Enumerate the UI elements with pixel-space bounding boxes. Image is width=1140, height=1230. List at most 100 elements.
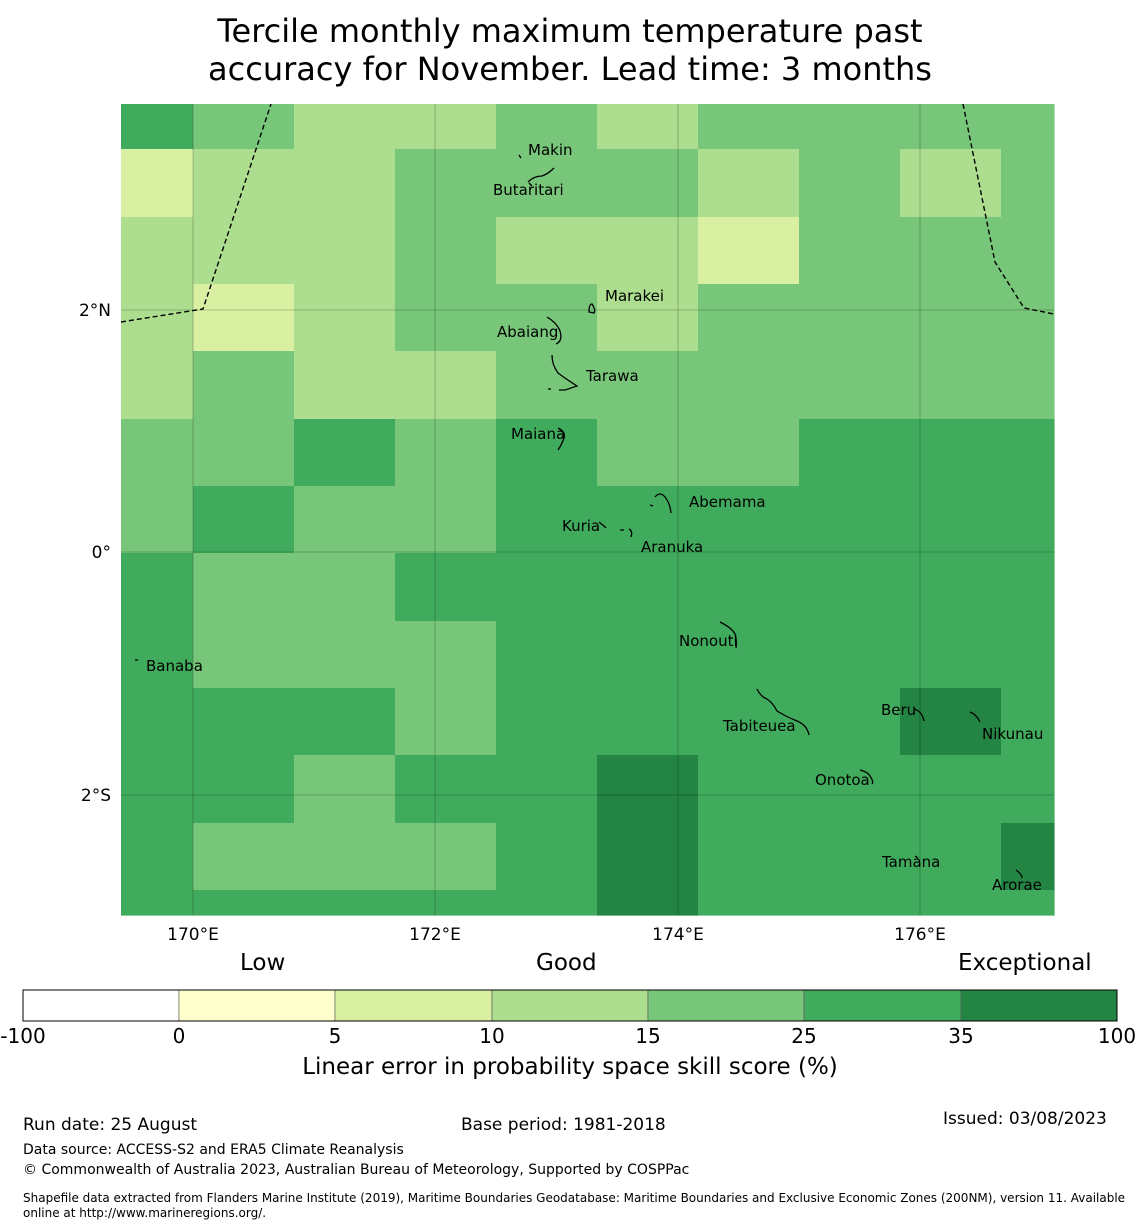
- island-shape-nikunau: [969, 711, 981, 723]
- grid-cell: [799, 419, 901, 487]
- eez-boundaries: [120, 103, 1055, 323]
- grid-cell: [496, 553, 598, 622]
- lat-label-equator: 0°: [92, 543, 111, 563]
- grid-cell: [395, 419, 497, 487]
- island-label-banaba: Banaba: [146, 657, 203, 675]
- grid-cell: [597, 688, 699, 756]
- grid-cell: [799, 553, 901, 622]
- grid-cell: [799, 149, 901, 218]
- grid-cell: [121, 553, 194, 622]
- grid-cell: [1001, 755, 1055, 824]
- grid-cell: [1001, 688, 1055, 756]
- grid-cell: [294, 149, 396, 218]
- grid-cell: [496, 104, 598, 150]
- island-label-arorae: Arorae: [992, 876, 1042, 894]
- grid-cell: [1001, 823, 1055, 891]
- island-label-tabiteuea: Tabiteuea: [722, 717, 796, 735]
- grid-cell: [799, 486, 901, 554]
- grid-cell: [395, 217, 497, 285]
- lon-label-176e: 176°E: [894, 925, 946, 945]
- grid-cell: [900, 755, 1002, 824]
- lon-label-172e: 172°E: [409, 925, 461, 945]
- shapefile-credit: Shapefile data extracted from Flanders M…: [23, 1191, 1126, 1220]
- island-label-beru: Beru: [881, 701, 916, 719]
- island-label-nonouti: Nonouti: [679, 632, 738, 650]
- grid-cell: [1001, 351, 1055, 420]
- grid-cell: [121, 755, 194, 824]
- lat-label-2s: 2°S: [81, 786, 111, 806]
- grid-cell: [799, 755, 901, 824]
- grid-cell: [698, 755, 800, 824]
- grid-cell: [294, 755, 396, 824]
- grid-cell: [900, 351, 1002, 420]
- grid-cell: [395, 351, 497, 420]
- grid-cell: [698, 890, 800, 916]
- island-shape-tabiteuea: [756, 688, 810, 736]
- grid-cell: [294, 823, 396, 891]
- grid-cell: [698, 217, 800, 285]
- colorbar-label: Linear error in probability space skill …: [302, 1054, 838, 1080]
- grid-cell: [698, 351, 800, 420]
- grid-cell: [698, 284, 800, 352]
- island-label-abemama: Abemama: [689, 493, 766, 511]
- island-shape-kuria: [598, 521, 607, 529]
- island-shape-makin: [518, 154, 522, 159]
- grid-cell: [799, 351, 901, 420]
- grid-cell: [698, 553, 800, 622]
- grid-cell: [799, 890, 901, 916]
- island-label-tamana: Tamana: [881, 853, 940, 871]
- colorbar-segment: [491, 989, 649, 1022]
- colorbar: [22, 989, 1118, 1022]
- colorbar-category-good: Good: [536, 950, 597, 976]
- grid-cell: [193, 284, 295, 352]
- grid-cell: [294, 419, 396, 487]
- grid-cell: [395, 890, 497, 916]
- grid-cell: [496, 284, 598, 352]
- grid-cell: [698, 149, 800, 218]
- grid-cell: [799, 104, 901, 150]
- grid-cell: [1001, 419, 1055, 487]
- grid-cell: [597, 419, 699, 487]
- grid-cell: [900, 553, 1002, 622]
- grid-cell: [1001, 621, 1055, 689]
- lon-label-174e: 174°E: [652, 925, 704, 945]
- island-label-marakei: Marakei: [605, 287, 664, 305]
- run-date: Run date: 25 August: [23, 1115, 197, 1135]
- colorbar-segment: [334, 989, 493, 1022]
- island-shape-abemama: [649, 493, 672, 514]
- grid-cell: [900, 284, 1002, 352]
- colorbar-tick-100: 100: [1097, 1024, 1137, 1048]
- island-label-makin: Makin: [528, 141, 573, 159]
- grid-cell: [1001, 486, 1055, 554]
- grid-cell: [597, 553, 699, 622]
- grid-cell: [1001, 284, 1055, 352]
- grid-cell: [496, 351, 598, 420]
- grid-cell: [900, 621, 1002, 689]
- grid-cell: [121, 419, 194, 487]
- grid-cell: [900, 419, 1002, 487]
- grid-cell: [193, 217, 295, 285]
- lon-label-170e: 170°E: [167, 925, 219, 945]
- grid-cell: [698, 486, 800, 554]
- chart-title-line-2: accuracy for November. Lead time: 3 mont…: [208, 50, 932, 88]
- island-outlines: [135, 154, 1023, 879]
- grid-cell: [193, 755, 295, 824]
- island-shape-onotoa: [859, 769, 874, 785]
- issued-date: Issued: 03/08/2023: [943, 1109, 1107, 1129]
- colorbar-tick-10: 10: [479, 1024, 505, 1048]
- grid-cell: [597, 149, 699, 218]
- grid-cell: [193, 823, 295, 891]
- grid-cell: [395, 149, 497, 218]
- colorbar-tick-15: 15: [635, 1024, 661, 1048]
- grid-cell: [597, 351, 699, 420]
- island-shape-abaiang: [546, 316, 562, 345]
- data-source: Data source: ACCESS-S2 and ERA5 Climate …: [23, 1142, 404, 1158]
- island-shape-nonouti: [719, 621, 737, 649]
- grid-cell: [597, 621, 699, 689]
- grid-cell: [698, 104, 800, 150]
- island-label-onotoa: Onotoa: [815, 771, 870, 789]
- colorbar-segments: [22, 989, 1118, 1022]
- grid-cell: [193, 890, 295, 916]
- grid-cell: [900, 104, 1002, 150]
- grid-cell: [597, 104, 699, 150]
